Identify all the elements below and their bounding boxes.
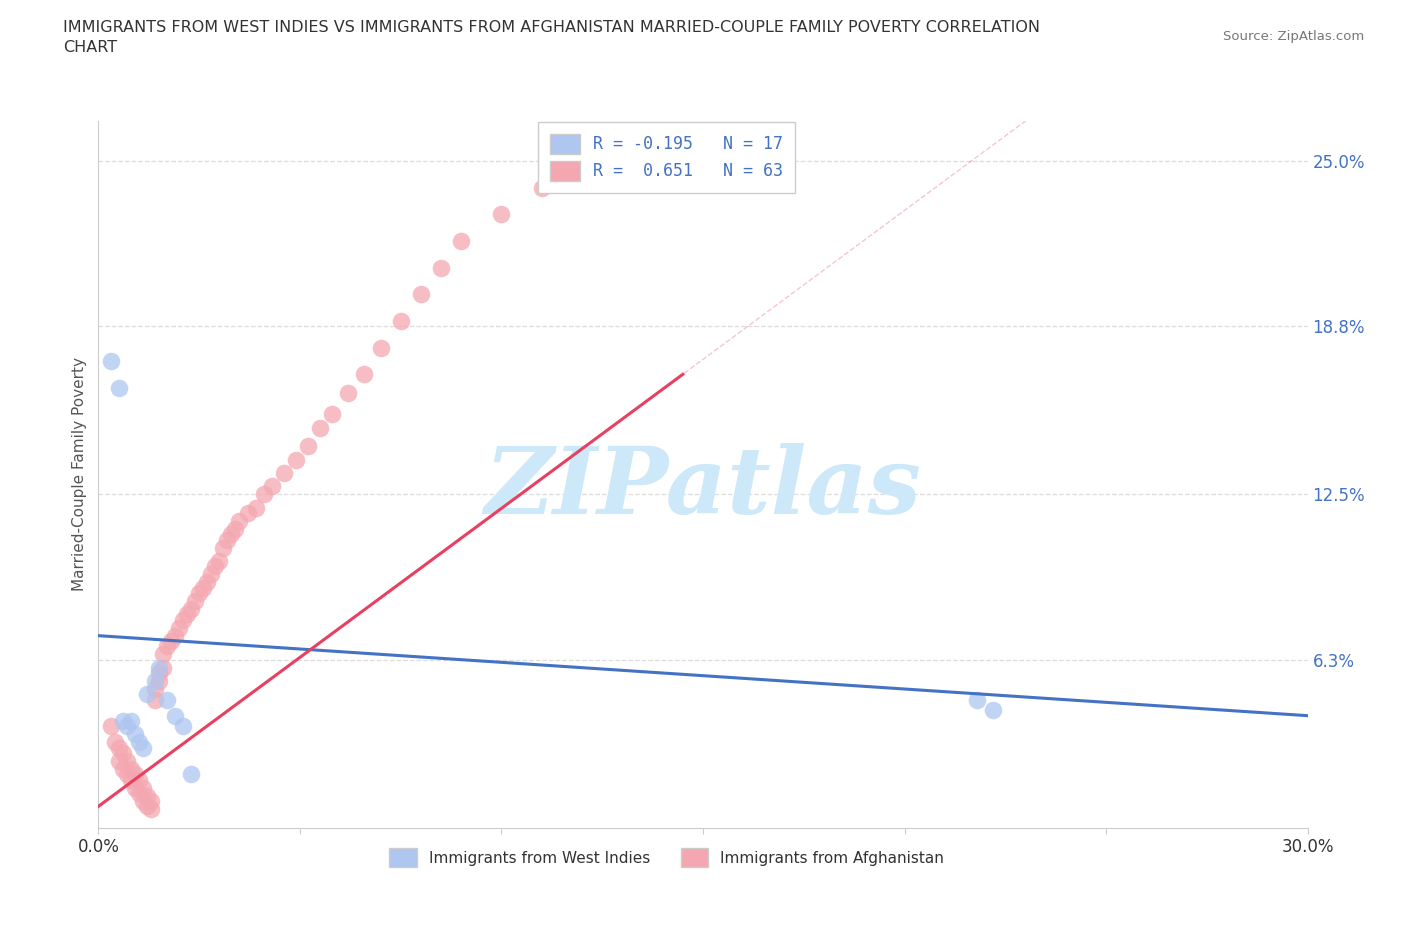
Point [135, 799, 157, 814]
Point [163, 709, 186, 724]
Point [148, 660, 170, 675]
Point [184, 593, 207, 608]
Point [115, 719, 138, 734]
Point [353, 366, 375, 381]
Point [139, 802, 162, 817]
Point [132, 740, 155, 755]
Point [321, 406, 343, 421]
Point [200, 567, 222, 582]
Point [124, 767, 146, 782]
Point [180, 767, 202, 782]
Point [103, 735, 125, 750]
Point [981, 703, 1004, 718]
Text: Source: ZipAtlas.com: Source: ZipAtlas.com [1223, 30, 1364, 43]
Point [120, 713, 142, 728]
Point [128, 735, 150, 750]
Text: ZIPatlas: ZIPatlas [485, 444, 921, 534]
Point [370, 340, 392, 355]
Point [100, 353, 122, 368]
Point [111, 762, 134, 777]
Point [337, 386, 360, 401]
Point [253, 487, 276, 502]
Point [172, 612, 194, 627]
Point [124, 727, 146, 742]
Point [236, 506, 259, 521]
Point [172, 719, 194, 734]
Point [491, 206, 513, 221]
Text: CHART: CHART [63, 40, 117, 55]
Point [152, 647, 174, 662]
Point [212, 540, 235, 555]
Point [389, 313, 412, 328]
Point [120, 762, 142, 777]
Point [135, 789, 157, 804]
Point [107, 740, 129, 755]
Point [143, 692, 166, 707]
Point [148, 666, 170, 681]
Point [221, 527, 243, 542]
Point [124, 780, 146, 795]
Point [107, 753, 129, 768]
Point [156, 692, 179, 707]
Point [148, 673, 170, 688]
Y-axis label: Married-Couple Family Poverty: Married-Couple Family Poverty [72, 357, 87, 591]
Point [409, 286, 432, 301]
Point [143, 682, 166, 697]
Point [111, 713, 134, 728]
Point [204, 559, 226, 574]
Point [530, 180, 553, 195]
Point [120, 772, 142, 787]
Legend: Immigrants from West Indies, Immigrants from Afghanistan: Immigrants from West Indies, Immigrants … [382, 843, 950, 873]
Point [152, 660, 174, 675]
Point [966, 692, 988, 707]
Point [309, 420, 332, 435]
Point [143, 673, 166, 688]
Point [128, 786, 150, 801]
Point [163, 629, 186, 644]
Point [217, 532, 239, 547]
Point [180, 602, 202, 617]
Text: IMMIGRANTS FROM WEST INDIES VS IMMIGRANTS FROM AFGHANISTAN MARRIED-COUPLE FAMILY: IMMIGRANTS FROM WEST INDIES VS IMMIGRANT… [63, 20, 1040, 35]
Point [167, 620, 190, 635]
Point [135, 687, 157, 702]
Point [156, 639, 179, 654]
Point [208, 553, 231, 568]
Point [273, 466, 295, 481]
Point [100, 719, 122, 734]
Point [176, 607, 198, 622]
Point [297, 439, 319, 454]
Point [132, 780, 155, 795]
Point [115, 767, 138, 782]
Point [228, 513, 250, 528]
Point [450, 233, 472, 248]
Point [139, 793, 162, 808]
Point [245, 500, 267, 515]
Point [128, 772, 150, 787]
Point [188, 586, 211, 601]
Point [160, 633, 183, 648]
Point [111, 746, 134, 761]
Point [284, 452, 307, 467]
Point [107, 380, 129, 395]
Point [195, 575, 218, 590]
Point [115, 753, 138, 768]
Point [224, 522, 246, 537]
Point [260, 479, 283, 494]
Point [430, 260, 453, 275]
Point [193, 580, 215, 595]
Point [132, 793, 155, 808]
